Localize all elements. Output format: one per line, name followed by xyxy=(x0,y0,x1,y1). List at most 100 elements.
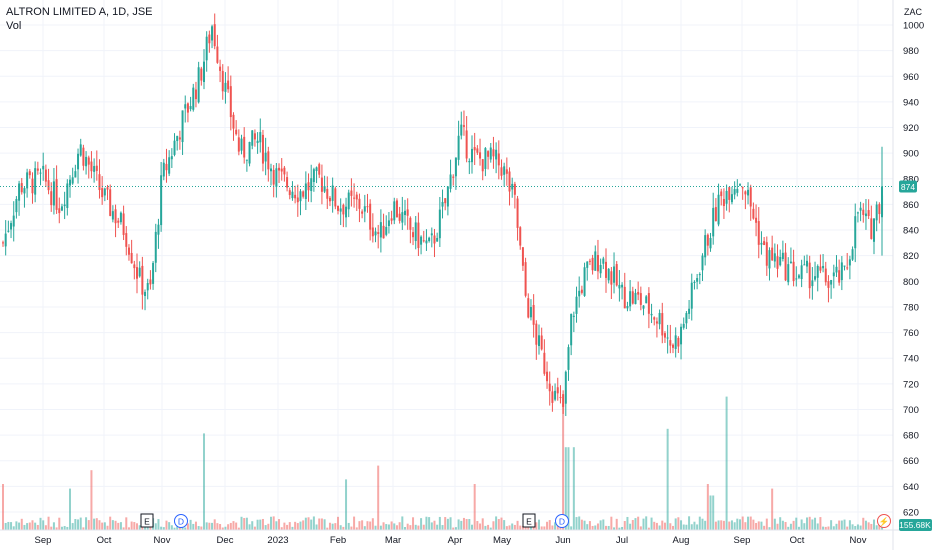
candle-body xyxy=(854,216,857,249)
volume-bar xyxy=(540,526,543,530)
volume-bar xyxy=(706,484,709,530)
volume-bar xyxy=(677,517,680,530)
candle-body xyxy=(848,259,851,266)
candle-body xyxy=(414,222,417,241)
volume-bar xyxy=(2,484,4,530)
volume-bar xyxy=(795,517,798,530)
candle-body xyxy=(12,215,15,227)
candle-body xyxy=(757,221,760,245)
volume-bar xyxy=(806,517,808,530)
candle-body xyxy=(615,264,618,286)
candle-body xyxy=(730,194,733,203)
volume-bar xyxy=(516,520,519,530)
candle-body xyxy=(200,68,203,81)
candle-body xyxy=(838,270,841,283)
volume-bar xyxy=(864,520,867,530)
candle-body xyxy=(216,46,219,63)
candle-body xyxy=(462,125,465,127)
candle-body xyxy=(621,284,624,288)
volume-bar xyxy=(342,526,345,530)
volume-bar xyxy=(259,519,262,530)
candle-body xyxy=(481,159,484,172)
volume-bar xyxy=(361,520,364,530)
y-tick-label: 660 xyxy=(903,456,919,467)
volume-bar xyxy=(278,519,281,530)
volume-bar xyxy=(119,522,122,530)
candle-body xyxy=(827,281,830,288)
candle-body xyxy=(409,217,412,230)
symbol-title[interactable]: ALTRON LIMITED A, 1D, JSE xyxy=(6,6,153,18)
volume-bar xyxy=(822,526,825,530)
volume-bar xyxy=(157,519,160,530)
volume-bar xyxy=(189,519,192,530)
candle-body xyxy=(613,266,616,283)
candle-body xyxy=(663,333,666,338)
volume-bar xyxy=(596,523,599,530)
volume-bar xyxy=(286,524,289,530)
x-tick-label: Aug xyxy=(673,535,690,546)
volume-bar xyxy=(264,525,267,530)
volume-bar xyxy=(66,526,69,530)
candle-body xyxy=(36,168,39,171)
candle-body xyxy=(170,156,173,160)
volume-bar xyxy=(283,522,286,530)
candle-body xyxy=(20,183,23,193)
volume-bar xyxy=(430,522,433,530)
volume-bar xyxy=(170,525,173,530)
candle-body xyxy=(52,181,55,206)
candle-body xyxy=(272,169,275,185)
candle-body xyxy=(275,168,278,187)
volume-bar xyxy=(500,517,503,530)
volume-bar xyxy=(586,524,589,530)
candle-body xyxy=(862,209,865,215)
volume-bar xyxy=(495,516,498,530)
volume-bar xyxy=(521,526,524,530)
candle-body xyxy=(588,260,591,262)
candle-body xyxy=(717,194,720,225)
candle-body xyxy=(138,267,141,277)
candle-body xyxy=(369,203,372,230)
candle-body xyxy=(50,191,53,206)
volume-bar xyxy=(114,520,117,530)
volume-bar xyxy=(50,526,53,530)
last-volume-label: 155.68K xyxy=(899,520,931,530)
x-tick-label: Nov xyxy=(154,535,171,546)
volume-bar xyxy=(666,428,669,530)
volume-bar xyxy=(701,518,704,530)
candle-body xyxy=(720,191,723,197)
volume-bar xyxy=(462,517,465,530)
candle-body xyxy=(393,201,396,221)
news-marker xyxy=(877,514,891,528)
candle-body xyxy=(146,283,149,291)
volume-bar xyxy=(741,516,744,530)
volume-bar xyxy=(626,516,629,530)
candle-body xyxy=(189,106,192,110)
volume-bar xyxy=(138,525,141,530)
volume-bar xyxy=(714,521,717,530)
volume-bar xyxy=(366,521,369,530)
volume-bar xyxy=(725,396,728,530)
volume-legend-label[interactable]: Vol xyxy=(6,20,22,32)
volume-bar xyxy=(420,518,423,530)
candle-body xyxy=(211,26,214,41)
candle-body xyxy=(733,189,736,195)
candle-body xyxy=(31,178,34,194)
candle-body xyxy=(830,279,833,285)
candle-body xyxy=(176,135,179,142)
candle-body xyxy=(639,293,642,305)
candle-body xyxy=(34,168,37,195)
x-tick-label: May xyxy=(493,535,511,546)
candle-body xyxy=(709,237,712,249)
candle-body xyxy=(363,206,366,212)
candle-body xyxy=(677,337,680,347)
volume-bar xyxy=(599,520,602,530)
candle-body xyxy=(554,390,557,400)
volume-bar xyxy=(827,526,830,530)
candle-body xyxy=(465,130,468,159)
volume-bar xyxy=(819,517,822,530)
candle-body xyxy=(682,323,685,328)
volume-bar xyxy=(653,521,656,530)
candle-body xyxy=(350,190,353,196)
candle-body xyxy=(173,140,176,155)
